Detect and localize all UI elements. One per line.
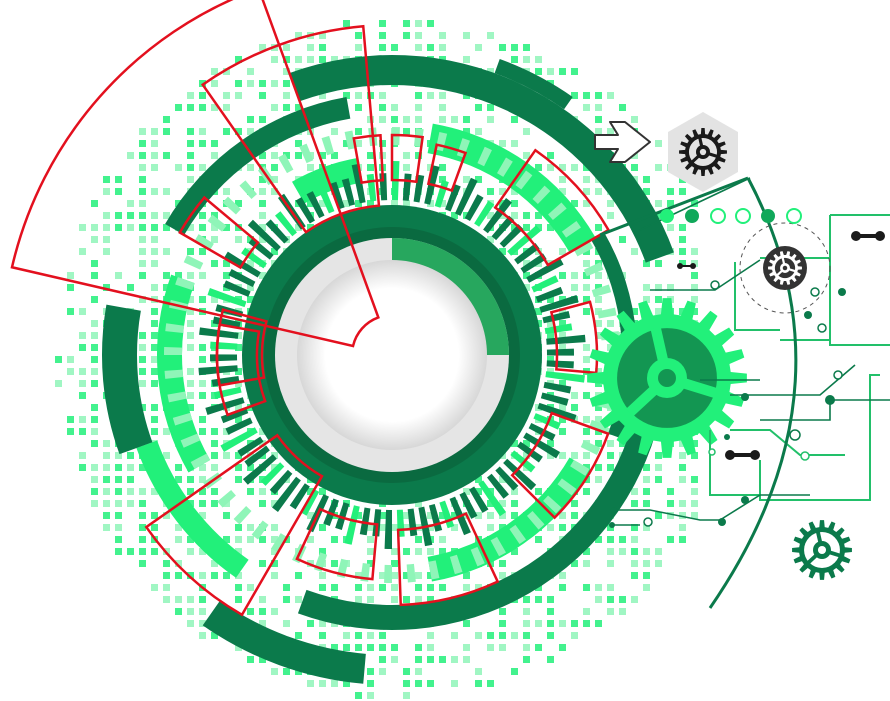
dial-rings <box>101 55 674 684</box>
bottom-gear-icon <box>792 520 852 580</box>
right-arc-inner <box>599 176 749 237</box>
dashed-ring <box>739 222 831 314</box>
gear-badge-icon <box>668 112 738 192</box>
small-gear-icon <box>763 246 807 290</box>
red-outline-wedges <box>10 0 611 617</box>
dial-center <box>242 205 542 505</box>
arrow-right-icon <box>594 121 651 163</box>
big-gear-icon <box>587 298 747 458</box>
status-dots <box>660 208 802 224</box>
right-arc <box>708 177 798 609</box>
circuit-nodes <box>609 231 885 528</box>
circuit-lines-dark <box>610 177 890 526</box>
